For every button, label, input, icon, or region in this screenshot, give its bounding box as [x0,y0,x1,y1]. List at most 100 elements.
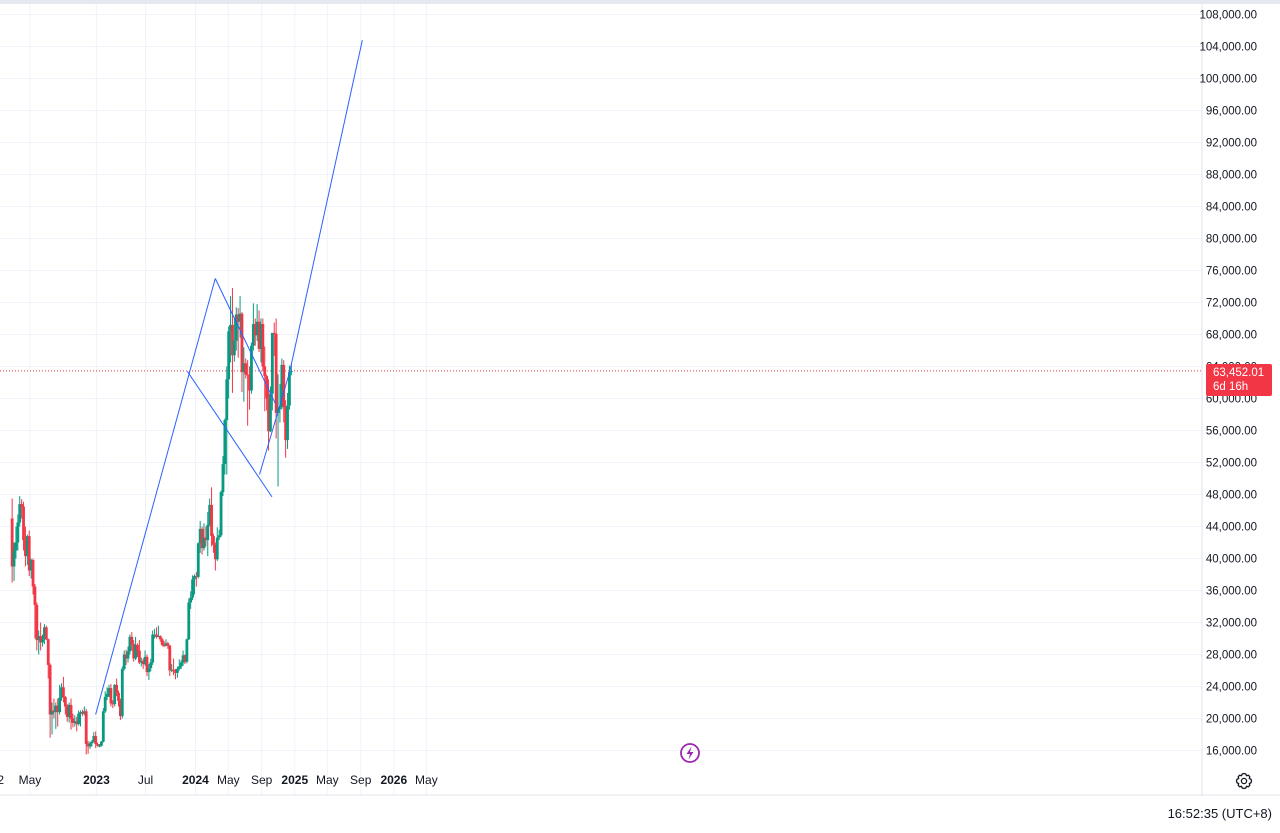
candle-body [149,662,153,669]
candle-body [71,718,75,723]
candle-body [248,375,251,391]
candle-body [92,736,96,742]
candle-body [231,324,234,356]
candle-body [219,492,223,536]
candle-body [56,705,60,713]
candle-body [183,655,187,662]
candle-body [177,666,181,669]
candle-body [96,744,100,746]
candle-body [98,745,101,747]
candle-body [151,634,155,663]
y-tick-label: 76,000.00 [1206,266,1257,278]
candle-body [33,586,37,605]
y-tick-label: 88,000.00 [1206,170,1257,182]
channel-upper-left[interactable] [95,278,216,715]
candle-body [120,668,124,717]
x-tick-label: 2026 [380,773,407,787]
price-axis[interactable]: 16,000.00 20,000.00 24,000.00 28,000.00 32,0… [1199,10,1257,758]
x-tick-label: 2023 [83,773,110,787]
x-tick-label: Jul [138,773,153,787]
candle-body [41,639,44,643]
channel-lower-left[interactable] [186,371,273,498]
candle-body [118,700,122,717]
candle-body [22,506,25,541]
candle-body [132,644,136,659]
y-tick-label: 44,000.00 [1206,522,1257,534]
y-tick-label: 24,000.00 [1206,682,1257,694]
time-axis[interactable]: 22 May 2023 Jul 2024 May Sep 2025 May Sep 2026 May [0,773,438,787]
candle-body [44,627,48,640]
candle-body [73,721,77,723]
grid [0,4,1202,795]
candle-body [82,711,86,714]
y-tick-label: 84,000.00 [1206,202,1257,214]
candle-body [20,504,24,507]
candle-body [255,321,259,336]
y-tick-label: 68,000.00 [1206,330,1257,342]
candle-body [272,332,276,334]
y-tick-label: 16,000.00 [1206,746,1257,758]
plot-area[interactable] [0,4,1202,796]
lightning-logo-icon[interactable] [679,742,701,764]
candle-body [27,536,31,571]
candle-body [236,314,240,322]
x-tick-label: May [19,773,42,787]
candle-body [187,602,191,640]
candle-body [166,643,170,646]
candle-body [250,345,253,391]
candle-body [60,687,63,698]
candle-body [109,688,113,704]
candle-body [204,537,208,541]
candle-body [200,528,204,549]
y-tick-label: 36,000.00 [1206,586,1257,598]
candle-body [14,542,18,551]
candle-body [25,536,29,557]
candle-body [223,420,227,465]
candle-body [259,324,263,349]
y-tick-label: 40,000.00 [1206,554,1257,566]
candle-body [270,332,274,394]
trend-drawings[interactable] [95,39,363,715]
candle-body [124,654,128,659]
candle-body [240,313,244,373]
candle-body [213,544,217,560]
candle-body [103,696,107,712]
candle-body [269,393,272,432]
candle-body [208,504,212,525]
candle-body [48,664,52,715]
candle-body [267,398,270,432]
candle-body [181,655,185,663]
y-tick-label: 20,000.00 [1206,714,1257,726]
candle-body [67,704,71,717]
last-price-label: 63,452.01 [1213,367,1265,379]
candle-body [206,524,210,541]
y-tick-label: 28,000.00 [1206,650,1257,662]
candle-body [160,639,164,645]
candle-body [143,656,147,665]
y-tick-label: 60,000.00 [1206,394,1257,406]
candle-body [62,687,65,697]
candle-body [202,537,206,549]
channel-upper-right[interactable] [214,278,276,404]
candle-body [162,644,166,646]
x-tick-label: May [316,773,339,787]
candle-body [244,363,248,375]
candle-body [50,710,54,715]
candle-body [81,712,84,714]
candle-body [185,639,189,662]
candle-body [212,536,215,545]
candle-body [94,736,98,745]
candle-body [164,643,168,646]
projection-line[interactable] [289,39,363,373]
gear-icon[interactable] [1235,772,1253,790]
candle-body [251,324,255,346]
candle-body [284,406,288,441]
y-tick-label: 52,000.00 [1206,458,1257,470]
breakout-line-bottom[interactable] [259,371,291,475]
candle-body [193,576,196,580]
candle-body [24,540,27,557]
candle-body [263,366,267,377]
y-tick-label: 56,000.00 [1206,426,1257,438]
candle-body [105,693,109,697]
